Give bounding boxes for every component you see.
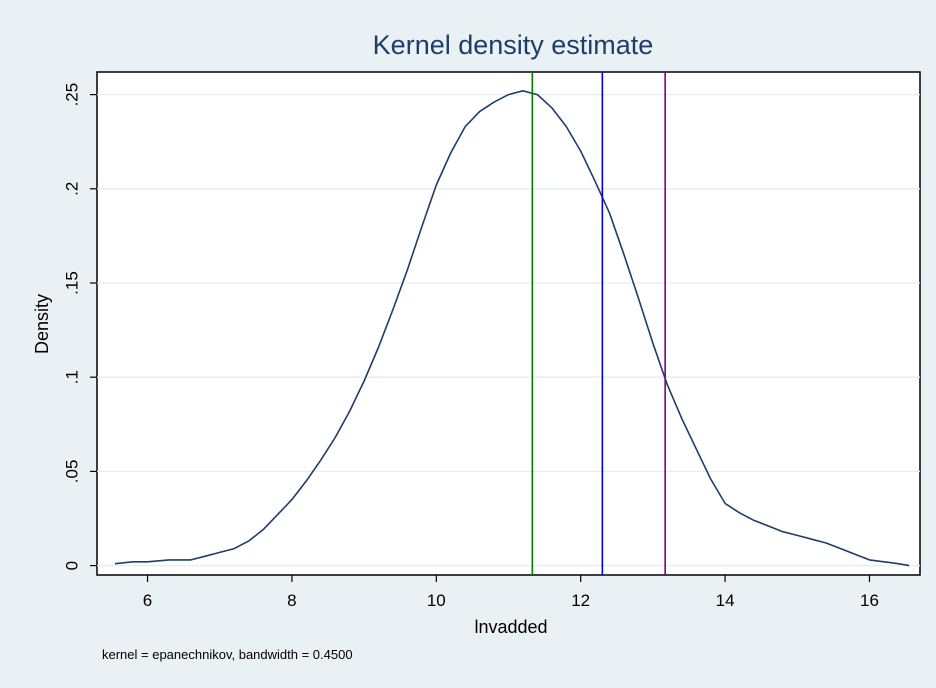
y-tick-label: .1 <box>62 370 81 384</box>
chart-note: kernel = epanechnikov, bandwidth = 0.450… <box>102 647 353 662</box>
y-tick-label: .2 <box>62 182 81 196</box>
y-tick-label: 0 <box>62 561 81 570</box>
y-tick-label: .15 <box>62 271 81 295</box>
y-tick-label: .25 <box>62 83 81 107</box>
x-tick-label: 14 <box>716 591 735 610</box>
plot-area <box>96 71 921 576</box>
x-tick-label: 12 <box>571 591 590 610</box>
chart-title: Kernel density estimate <box>373 30 654 60</box>
x-tick-label: 16 <box>860 591 879 610</box>
y-axis-title: Density <box>32 294 52 354</box>
x-tick-label: 6 <box>143 591 152 610</box>
x-tick-label: 8 <box>287 591 296 610</box>
x-axis-title: lnvadded <box>474 617 547 637</box>
y-tick-label: .05 <box>62 460 81 484</box>
density-curve <box>114 90 910 567</box>
x-tick-label: 10 <box>427 591 446 610</box>
